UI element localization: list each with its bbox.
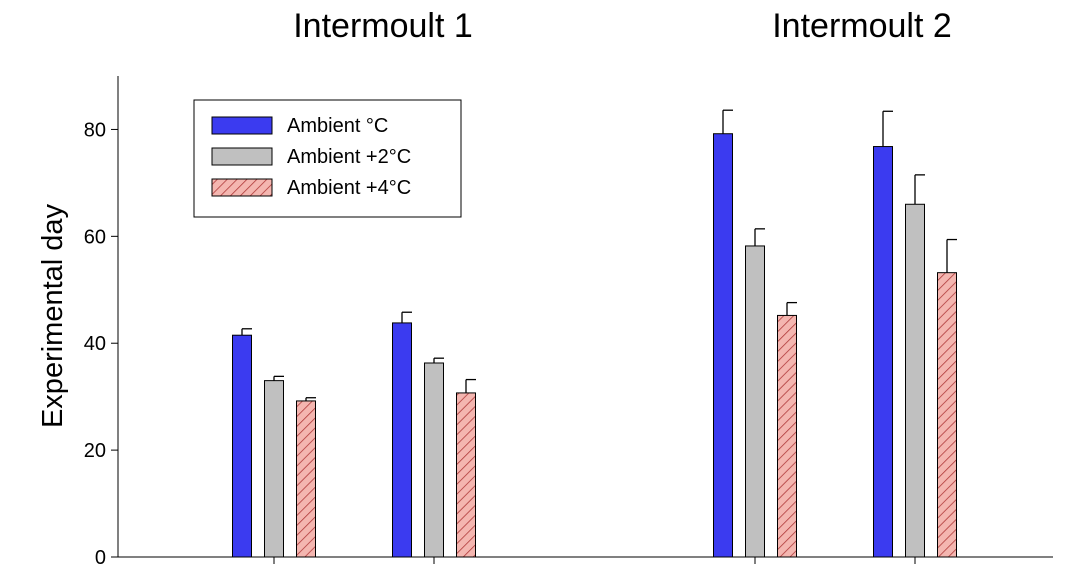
error-bars <box>241 109 957 401</box>
error-bar-s0-g1 <box>401 311 412 323</box>
y-tick-label-4: 80 <box>84 119 106 141</box>
error-bar-s0-g3 <box>882 110 893 147</box>
bar-s1-g0 <box>264 380 284 558</box>
legend-swatch-1 <box>211 147 273 166</box>
y-tick-label-2: 40 <box>84 333 106 355</box>
bar-s0-g3 <box>873 146 893 558</box>
error-bar-s2-g1 <box>465 378 476 393</box>
bar-s0-g2 <box>713 133 733 558</box>
legend-label-1: Ambient +2°C <box>287 146 411 168</box>
bar-s2-g1 <box>456 392 476 558</box>
legend-label-0: Ambient °C <box>287 115 388 137</box>
legend-swatch-2 <box>211 178 273 197</box>
error-bar-s1-g3 <box>914 174 925 205</box>
bar-s0-g0 <box>232 334 252 558</box>
x-ticks <box>273 557 916 564</box>
y-tick-label-3: 60 <box>84 226 106 248</box>
panel-title-2: Intermoult 2 <box>772 7 952 45</box>
bar-s0-g1 <box>392 322 412 558</box>
y-tick-label-0: 0 <box>95 547 106 564</box>
legend-items: Ambient °C Ambient +2°C Ambient +4°C <box>211 115 411 199</box>
error-bar-s2-g3 <box>946 238 957 273</box>
error-bar-s1-g0 <box>273 375 284 381</box>
bar-s2-g0 <box>296 400 316 558</box>
panel-title-1: Intermoult 1 <box>293 7 473 45</box>
legend-label-2: Ambient +4°C <box>287 177 411 199</box>
legend-swatch-0 <box>211 116 273 135</box>
error-bar-s2-g2 <box>786 301 797 316</box>
bars <box>232 133 957 558</box>
y-tick-label-1: 20 <box>84 440 106 462</box>
error-bar-s0-g0 <box>241 328 252 336</box>
error-bar-s1-g2 <box>754 228 765 246</box>
y-ticks: 0 20 40 60 80 <box>84 119 118 564</box>
bar-s1-g3 <box>905 203 925 558</box>
y-axis-label: Experimental day <box>37 203 69 428</box>
error-bar-s2-g0 <box>305 397 316 401</box>
error-bar-s1-g1 <box>433 357 444 363</box>
bar-s2-g3 <box>937 272 957 558</box>
error-bar-s0-g2 <box>722 109 733 134</box>
bar-s1-g1 <box>424 362 444 558</box>
legend: Ambient °C Ambient +2°C Ambient +4°C <box>193 99 462 218</box>
bar-s1-g2 <box>745 245 765 558</box>
bar-s2-g2 <box>777 314 797 558</box>
